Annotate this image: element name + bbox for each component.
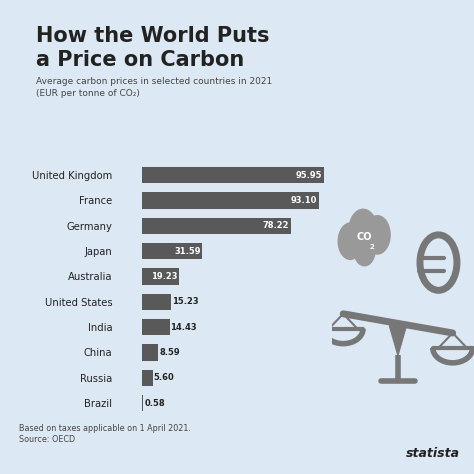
Bar [142, 293, 171, 310]
Bar [142, 218, 291, 234]
Text: 93.10: 93.10 [291, 196, 317, 205]
Bar [142, 243, 202, 259]
Circle shape [365, 216, 390, 254]
Text: 15.23: 15.23 [172, 297, 199, 306]
Text: Average carbon prices in selected countries in 2021: Average carbon prices in selected countr… [36, 77, 272, 86]
Bar [142, 167, 324, 183]
Text: Based on taxes applicable on 1 April 2021.: Based on taxes applicable on 1 April 202… [19, 424, 191, 433]
Bar [142, 395, 143, 411]
Bar [142, 192, 319, 209]
Text: (EUR per tonne of CO₂): (EUR per tonne of CO₂) [36, 89, 139, 98]
Text: 19.23: 19.23 [151, 272, 177, 281]
Text: CO: CO [357, 232, 372, 242]
Text: statista: statista [406, 447, 460, 460]
Text: 95.95: 95.95 [296, 171, 323, 180]
Text: 8.59: 8.59 [159, 348, 180, 357]
Text: 31.59: 31.59 [174, 246, 201, 255]
Text: How the World Puts: How the World Puts [36, 26, 269, 46]
Polygon shape [389, 326, 406, 356]
Text: Source: OECD: Source: OECD [19, 435, 75, 444]
Circle shape [349, 210, 377, 252]
Text: 0.58: 0.58 [144, 399, 165, 408]
Bar [142, 268, 179, 285]
Text: 78.22: 78.22 [263, 221, 289, 230]
Text: 2: 2 [370, 244, 375, 250]
Bar [142, 319, 170, 336]
Text: 14.43: 14.43 [171, 323, 197, 332]
Circle shape [338, 223, 362, 259]
Bar [142, 370, 153, 386]
Bar [142, 344, 158, 361]
Text: a Price on Carbon: a Price on Carbon [36, 50, 244, 70]
Text: 5.60: 5.60 [154, 374, 174, 383]
Circle shape [354, 234, 375, 266]
